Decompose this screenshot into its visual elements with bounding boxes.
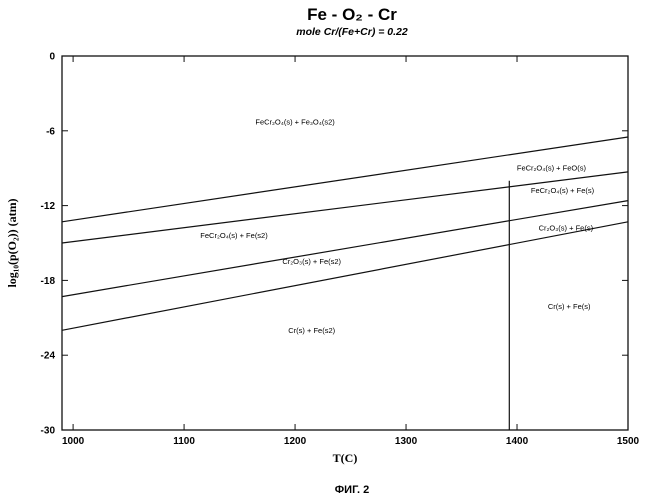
x-tick-label: 1400 bbox=[506, 436, 529, 447]
region-label: Cr(s) + Fe(s) bbox=[548, 302, 591, 311]
chart-subtitle: mole Cr/(Fe+Cr) = 0.22 bbox=[296, 26, 408, 38]
x-tick-label: 1100 bbox=[173, 436, 195, 447]
x-tick-label: 1000 bbox=[62, 436, 85, 447]
region-layer: FeCr₂O₄(s) + Fe₃O₄(s2) FeCr₂O₄(s) + FeO(s… bbox=[200, 118, 594, 335]
region-label: FeCr₂O₄(s) + FeO(s) bbox=[517, 164, 587, 173]
region-label: Cr(s) + Fe(s2) bbox=[288, 326, 335, 335]
region-label: FeCr₂O₄(s) + Fe(s2) bbox=[200, 231, 268, 240]
x-axis-label: T(C) bbox=[333, 451, 358, 465]
y-tick-label: 0 bbox=[49, 52, 55, 63]
phase-boundary-line bbox=[62, 137, 628, 222]
series-layer bbox=[62, 137, 628, 430]
x-tick-label: 1300 bbox=[395, 436, 418, 447]
region-label: Cr₂O₃(s) + Fe(s2) bbox=[282, 257, 341, 266]
y-tick-label: -12 bbox=[41, 201, 56, 212]
phase-boundary-line bbox=[62, 222, 628, 330]
x-axis: 1000 1100 1200 1300 1400 1500 bbox=[62, 56, 640, 447]
x-tick-label: 1500 bbox=[617, 436, 640, 447]
y-tick-label: -18 bbox=[41, 276, 56, 287]
y-axis-label: log₁₀(p(O₂)) (atm) bbox=[5, 198, 19, 287]
y-tick-label: -6 bbox=[46, 126, 55, 137]
y-tick-label: -30 bbox=[41, 426, 56, 437]
plot-frame bbox=[62, 56, 628, 430]
plot-area: 0 -6 -12 -18 -24 -30 1000 1100 1200 1300 1400 1500… bbox=[41, 52, 640, 448]
chart-title: Fe - O₂ - Cr bbox=[307, 5, 397, 24]
region-label: Cr₂O₃(s) + Fe(s) bbox=[539, 224, 594, 233]
figure-caption: ФИГ. 2 bbox=[335, 484, 369, 496]
region-label: FeCr₂O₄(s) + Fe(s) bbox=[531, 186, 595, 195]
region-label: FeCr₂O₄(s) + Fe₃O₄(s2) bbox=[255, 118, 335, 127]
phase-boundary-line bbox=[62, 201, 628, 297]
y-axis: 0 -6 -12 -18 -24 -30 bbox=[41, 52, 628, 437]
x-tick-label: 1200 bbox=[284, 436, 307, 447]
y-tick-label: -24 bbox=[41, 351, 56, 362]
